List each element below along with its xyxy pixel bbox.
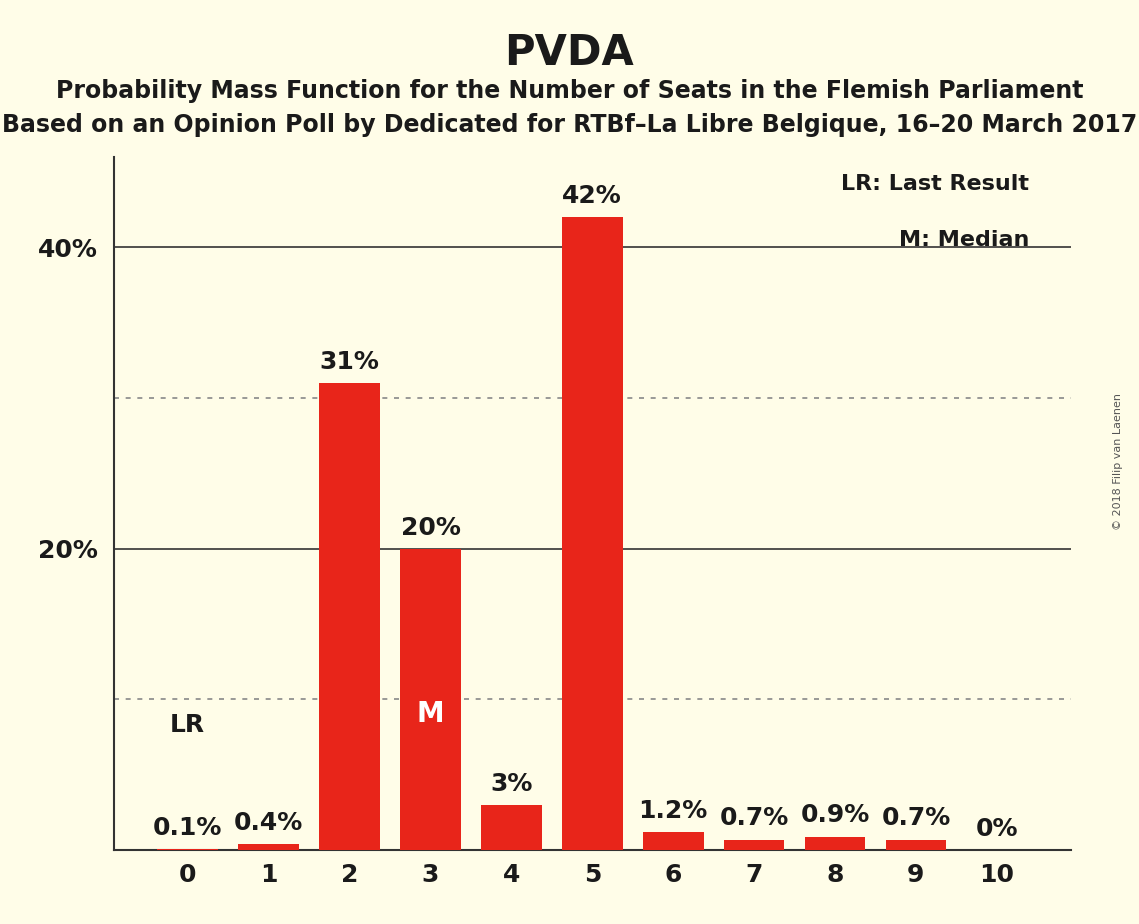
Text: LR: Last Result: LR: Last Result [842, 175, 1030, 194]
Text: Probability Mass Function for the Number of Seats in the Flemish Parliament: Probability Mass Function for the Number… [56, 79, 1083, 103]
Text: 0%: 0% [976, 817, 1018, 841]
Bar [238, 844, 298, 850]
Bar [400, 549, 461, 850]
Text: M: Median: M: Median [899, 230, 1030, 249]
Text: 20%: 20% [401, 516, 460, 540]
Text: 0.4%: 0.4% [233, 811, 303, 835]
Bar [562, 217, 623, 850]
Text: 0.1%: 0.1% [153, 816, 222, 840]
Bar [723, 840, 785, 850]
Bar [886, 840, 947, 850]
Text: 0.9%: 0.9% [801, 804, 870, 828]
Bar [481, 805, 542, 850]
Text: 31%: 31% [320, 350, 379, 374]
Bar [319, 383, 380, 850]
Text: 3%: 3% [490, 772, 533, 796]
Text: 0.7%: 0.7% [720, 807, 788, 831]
Bar [804, 836, 866, 850]
Text: M: M [417, 700, 444, 728]
Bar [157, 848, 218, 850]
Bar [642, 832, 704, 850]
Text: © 2018 Filip van Laenen: © 2018 Filip van Laenen [1114, 394, 1123, 530]
Text: 0.7%: 0.7% [882, 807, 951, 831]
Text: PVDA: PVDA [505, 32, 634, 74]
Text: 1.2%: 1.2% [639, 799, 707, 823]
Text: 42%: 42% [563, 184, 622, 208]
Text: Based on an Opinion Poll by Dedicated for RTBf–La Libre Belgique, 16–20 March 20: Based on an Opinion Poll by Dedicated fo… [2, 113, 1137, 137]
Text: LR: LR [170, 713, 205, 737]
